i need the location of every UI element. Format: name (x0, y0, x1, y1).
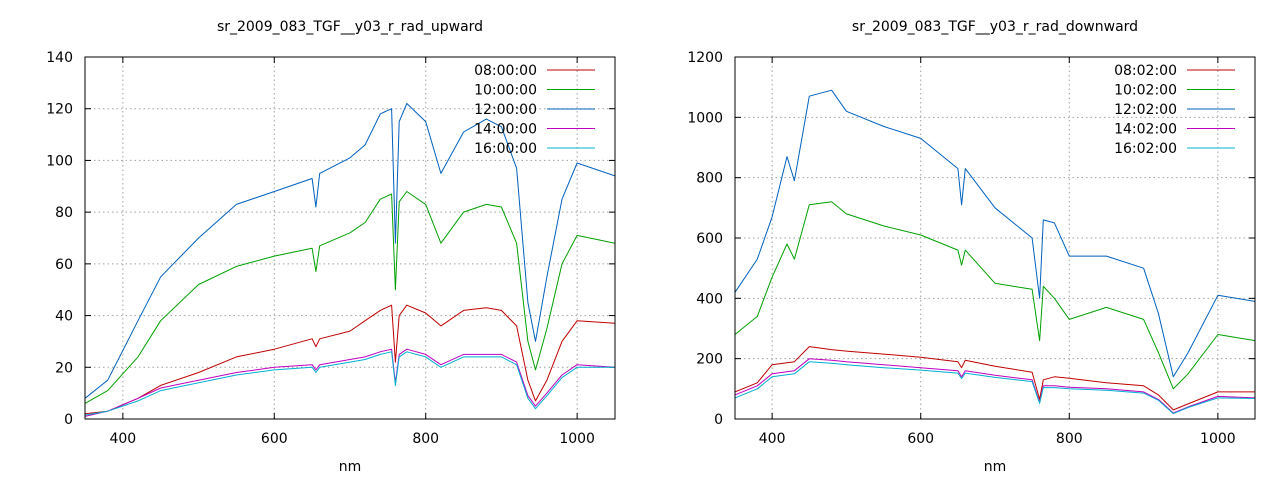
y-tick-label: 800 (696, 171, 723, 187)
y-tick-label: 1200 (687, 50, 723, 66)
series-line-2 (735, 201, 1255, 390)
y-tick-label: 0 (714, 412, 723, 428)
x-tick-label: 600 (261, 431, 288, 447)
x-tick-label: 600 (907, 431, 934, 447)
series-line-5 (735, 361, 1255, 415)
chart-panel-1: sr_2009_083_TGF__y03_r_rad_upward 0 20 40 60… (46, 19, 616, 475)
y-tick-label: 120 (46, 102, 73, 118)
legend-label: 08:02:00 (1114, 63, 1177, 79)
legend-label: 16:00:00 (474, 141, 537, 157)
y-tick-label: 40 (55, 309, 73, 325)
x-tick-label: 1000 (1200, 431, 1236, 447)
y-tick-label: 200 (696, 352, 723, 368)
legend-label: 10:00:00 (474, 83, 537, 99)
y-tick-label: 600 (696, 231, 723, 247)
x-tick-label: 400 (759, 431, 786, 447)
y-tick-label: 20 (55, 360, 73, 376)
legend-label: 14:00:00 (474, 122, 537, 138)
y-tick-label: 0 (64, 412, 73, 428)
legend-label: 10:02:00 (1114, 83, 1177, 99)
x-tick-label: 1000 (559, 431, 595, 447)
chart-panel-2: sr_2009_083_TGF__y03_r_rad_downward 0 200 4… (687, 19, 1256, 475)
x-tick-label: 800 (1056, 431, 1083, 447)
y-tick-label: 1000 (687, 110, 723, 126)
series-line-4 (735, 358, 1255, 414)
series-line-1 (735, 346, 1255, 411)
series-line-4 (85, 348, 615, 417)
x-axis-label: nm (339, 459, 362, 475)
series-line-1 (85, 304, 615, 415)
series-line-2 (85, 191, 615, 404)
legend-label: 12:02:00 (1114, 102, 1177, 118)
y-tick-label: 400 (696, 291, 723, 307)
legend-label: 16:02:00 (1114, 141, 1177, 157)
series-line-5 (85, 351, 615, 416)
chart-title: sr_2009_083_TGF__y03_r_rad_downward (852, 19, 1138, 35)
plot-frame (84, 56, 616, 420)
y-tick-label: 80 (55, 205, 73, 221)
legend-label: 12:00:00 (474, 102, 537, 118)
series-line-3 (85, 103, 615, 399)
x-tick-label: 400 (109, 431, 136, 447)
y-tick-label: 60 (55, 257, 73, 273)
legend-label: 08:00:00 (474, 63, 537, 79)
plot-frame (734, 56, 1256, 420)
legend-label: 14:02:00 (1114, 122, 1177, 138)
series-line-3 (735, 89, 1255, 378)
y-tick-label: 100 (46, 153, 73, 169)
x-tick-label: 800 (412, 431, 439, 447)
y-tick-label: 140 (46, 50, 73, 66)
x-axis-label: nm (984, 459, 1007, 475)
chart-title: sr_2009_083_TGF__y03_r_rad_upward (217, 19, 483, 35)
